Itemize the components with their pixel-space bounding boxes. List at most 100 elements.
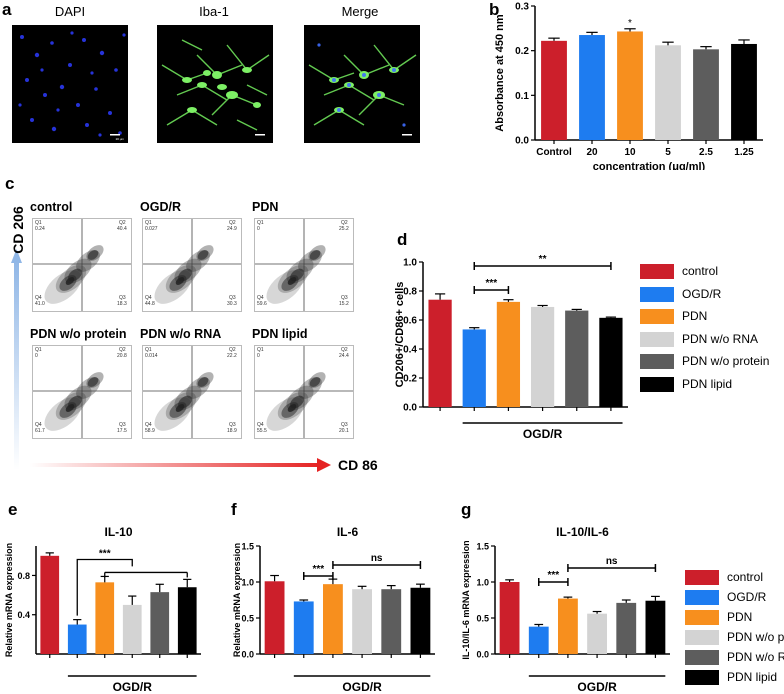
- y-axis-label: CD206+/CD86+ cells: [395, 282, 406, 388]
- x-axis-label: OGD/R: [577, 680, 617, 694]
- chart-f: IL-6 0.0 0.5 1.0 1.5 OGD/R Relative mRNA expre…: [232, 525, 435, 694]
- x-axis-label: OGD/R: [113, 680, 153, 694]
- y-tick-label: 1.0: [403, 258, 417, 269]
- flow-quadrant-q1v: 0.014: [145, 353, 158, 359]
- flow-quadrant-q2v: 24.4: [339, 353, 349, 359]
- bar-1: [579, 35, 605, 140]
- bar-5: [177, 587, 197, 654]
- y-tick-label: 0.2: [515, 46, 529, 57]
- flow-quadrant-q1: Q1: [35, 347, 42, 353]
- legend-label-0: control: [727, 570, 764, 584]
- flow-title-0: control: [30, 200, 73, 214]
- chart-d: 0.0 0.2 0.4 0.6 0.8 1.0 OGD/R CD206+/CD86+ cell…: [395, 254, 628, 441]
- bar-2: [558, 598, 578, 654]
- y-tick-label: 1.5: [476, 542, 489, 552]
- bar-2: [95, 582, 115, 654]
- flow-quadrant-q3v: 15.2: [339, 301, 349, 307]
- flow-quadrant-q3v: 18.9: [227, 428, 237, 434]
- micrograph-label-merge: Merge: [341, 4, 379, 19]
- flow-plot-5: Q1 0 Q2 24.4 Q4 55.5 Q3 20.1: [254, 345, 354, 439]
- x-tick-label-5: 1.25: [734, 147, 754, 158]
- flow-quadrant-q1v: 0: [35, 353, 38, 359]
- flow-quadrant-q4v: 55.5: [257, 428, 267, 434]
- legend-swatch-4: [685, 650, 719, 665]
- panel-letter-e: e: [8, 500, 18, 519]
- bar-5: [731, 43, 757, 140]
- legend-swatch-0: [640, 264, 674, 279]
- x-tick-label-2: 10: [624, 147, 636, 158]
- bar-4: [616, 602, 637, 654]
- bar-4: [693, 49, 719, 140]
- flow-quadrant-q3: Q3: [229, 295, 236, 301]
- y-axis-label: Relative mRNA expression: [232, 543, 242, 657]
- flow-quadrant-q4: Q4: [145, 295, 152, 301]
- y-tick-label: 0.4: [403, 345, 417, 356]
- legend-swatch-4: [640, 354, 674, 369]
- legend-label-3: PDN w/o RNA: [682, 331, 759, 346]
- flow-quadrant-q3: Q3: [341, 422, 348, 428]
- legend-swatch-3: [685, 630, 719, 645]
- x-axis-label: concentration (μg/ml): [593, 161, 706, 170]
- flow-quadrant-q3: Q3: [341, 295, 348, 301]
- iba1-cells: [161, 39, 270, 136]
- bar-3: [122, 604, 142, 654]
- flow-quadrant-q1v: 0.24: [35, 226, 45, 232]
- legend-label-2: PDN: [682, 309, 708, 323]
- flow-quadrant-q3: Q3: [229, 422, 236, 428]
- panel-letter-d: d: [397, 230, 408, 249]
- sig-label: ***: [312, 564, 324, 575]
- flow-quadrant-q2v: 24.9: [227, 226, 237, 232]
- cd206-axis-label: CD 206: [10, 206, 26, 254]
- micrograph-dapi: 20 μm: [12, 25, 128, 143]
- y-axis-label: Absorbance at 450 nm: [494, 14, 506, 132]
- y-tick-label: 0.2: [403, 374, 417, 385]
- flow-plot-0: Q1 0.24 Q2 40.4 Q4 41.0 Q3 18.3: [32, 218, 132, 312]
- micrograph-label-iba1: Iba-1: [199, 4, 229, 19]
- flow-quadrant-q2v: 22.2: [227, 353, 237, 359]
- legend-swatch-5: [685, 670, 719, 685]
- sig-label: ***: [99, 549, 111, 560]
- y-tick-label: 0.0: [403, 403, 417, 414]
- bar-3: [655, 45, 681, 140]
- flow-quadrant-q4: Q4: [257, 295, 264, 301]
- y-tick-label: 1.0: [241, 578, 254, 588]
- bar-5: [645, 600, 666, 654]
- chart-b: 0.0 0.1 0.2 0.3 Control 20 10 5 2.5 1.25 * concentr…: [494, 2, 763, 170]
- bar-3: [587, 613, 607, 654]
- x-tick-label-4: 2.5: [699, 147, 713, 158]
- bar-4: [381, 589, 402, 654]
- bar-1: [528, 626, 549, 654]
- x-tick-label-1: 20: [586, 147, 598, 158]
- chart-title: IL-10/IL-6: [556, 525, 609, 539]
- micrograph-merge: [304, 25, 420, 143]
- sig-bracket: [76, 558, 133, 616]
- panel-letter-a: a: [2, 0, 12, 19]
- bar-1: [293, 601, 314, 654]
- flow-title-2: PDN: [252, 200, 279, 214]
- sig-label: ***: [485, 278, 497, 289]
- cd86-axis-arrow: [30, 458, 331, 472]
- panel-letter-f: f: [231, 500, 237, 519]
- bar-1: [462, 329, 486, 407]
- x-axis-label: OGD/R: [523, 427, 563, 441]
- y-tick-label: 0.5: [241, 614, 254, 624]
- y-tick-label: 0.8: [17, 571, 30, 581]
- y-tick-label: 0.1: [515, 91, 529, 102]
- micrograph-iba1: [157, 25, 273, 143]
- legend-label-4: PDN w/o protein: [682, 354, 770, 368]
- legend-swatch-2: [640, 309, 674, 324]
- flow-title-4: PDN w/o RNA: [140, 327, 222, 341]
- panel-letter-c: c: [5, 174, 15, 193]
- flow-quadrant-q1v: 0.027: [145, 226, 158, 232]
- bar-3: [352, 589, 372, 654]
- flow-quadrant-q3v: 18.3: [117, 301, 127, 307]
- flow-quadrant-q3: Q3: [119, 422, 126, 428]
- bar-2: [323, 584, 343, 654]
- flow-quadrant-q4v: 58.9: [145, 428, 155, 434]
- bar-0: [264, 581, 285, 654]
- flow-quadrant-q4v: 41.0: [35, 301, 45, 307]
- flow-quadrant-q4v: 59.6: [257, 301, 267, 307]
- flow-quadrant-q1v: 0: [257, 226, 260, 232]
- flow-quadrant-q3v: 30.3: [227, 301, 237, 307]
- cd206-axis-arrow: [11, 249, 22, 470]
